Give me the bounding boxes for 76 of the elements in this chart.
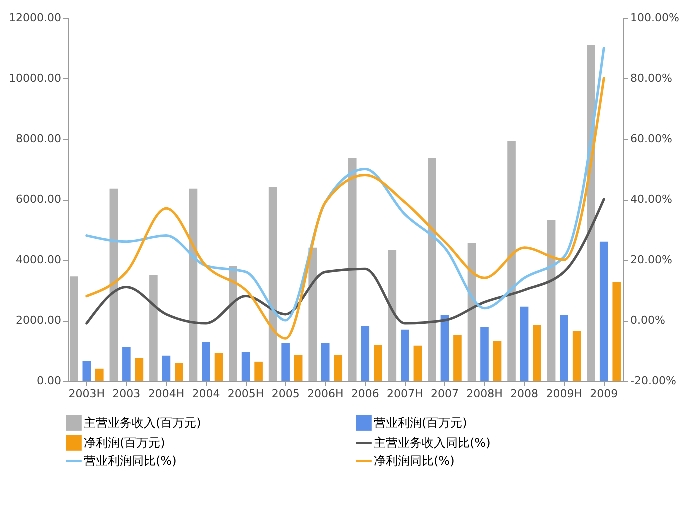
x-tick-label: 2007 [430,388,459,400]
bar [600,242,608,381]
legend-label: 主营业务收入同比(%) [374,436,491,450]
bar [414,346,422,381]
bar [493,341,502,381]
y2-tick-label: 80.00% [630,72,672,85]
bar [96,368,104,381]
y2-tick-label: 20.00% [630,254,672,266]
bar [401,330,410,381]
bar [294,354,303,381]
bar [440,315,450,381]
bar [508,141,516,381]
bar [612,282,622,381]
bar [454,335,462,381]
legend-label: 营业利润(百万元) [374,416,468,430]
bar [334,354,343,381]
bar [214,353,224,381]
line-series [86,77,606,340]
y-tick-label: 2000.00 [16,314,62,327]
bar [82,361,92,381]
x-tick-label: 2008 [510,388,539,400]
bar [388,250,397,381]
bar [282,343,290,381]
bar [242,352,250,381]
bar [572,331,582,381]
line-series [86,198,606,325]
bar [308,248,317,381]
y2-tick-label: -20.00% [630,374,676,388]
x-tick-label: 2006 [351,388,380,400]
legend-label: 净利润(百万元) [84,436,166,450]
y-tick-label: 8000.00 [16,132,62,146]
bar [162,356,171,381]
bar [480,327,489,381]
y2-tick-label: 100.00% [630,12,680,24]
x-tick-label: 2003 [112,388,141,400]
x-tick-label: 2005 [272,388,300,400]
bar [547,220,556,381]
x-tick-label: 2004H [148,388,185,400]
x-tick-label: 2008H [466,388,503,400]
bar [110,188,118,381]
bar [202,342,210,381]
bar [70,276,78,381]
x-tick-label: 2007H [387,388,424,400]
x-tick-label: 2004 [192,388,220,400]
bar [321,343,330,381]
legend-label: 营业利润同比(%) [84,454,177,468]
x-tick-label: 2003H [68,388,106,400]
y-tick-label: 12000.00 [9,12,62,24]
y-tick-label: 6000.00 [16,193,62,206]
bar [150,275,158,381]
bar [229,266,238,381]
bar [122,347,131,381]
bar [533,325,542,381]
bar [520,306,529,381]
legend-label: 净利润同比(%) [374,454,455,468]
bar [348,158,357,381]
y2-tick-label: 60.00% [630,132,672,146]
bar [254,362,263,381]
bar [428,158,436,381]
y-tick-label: 0.00 [37,374,62,388]
y2-tick-label: 0.00% [630,314,666,327]
x-tick-label: 2009 [590,388,618,400]
y-tick-label: 4000.00 [16,254,62,266]
bar [374,345,382,381]
bar [175,363,184,381]
x-tick-label: 2009H [546,388,582,400]
bar [135,358,144,381]
y-tick-label: 10000.00 [9,72,62,85]
bar [560,315,568,381]
legend-label: 主营业务收入(百万元) [84,416,202,430]
bar [361,326,370,381]
bar [268,187,278,381]
bar [189,188,198,381]
x-tick-label: 2005H [228,388,264,400]
y2-tick-label: 40.00% [630,193,672,206]
x-tick-label: 2006H [307,388,344,400]
